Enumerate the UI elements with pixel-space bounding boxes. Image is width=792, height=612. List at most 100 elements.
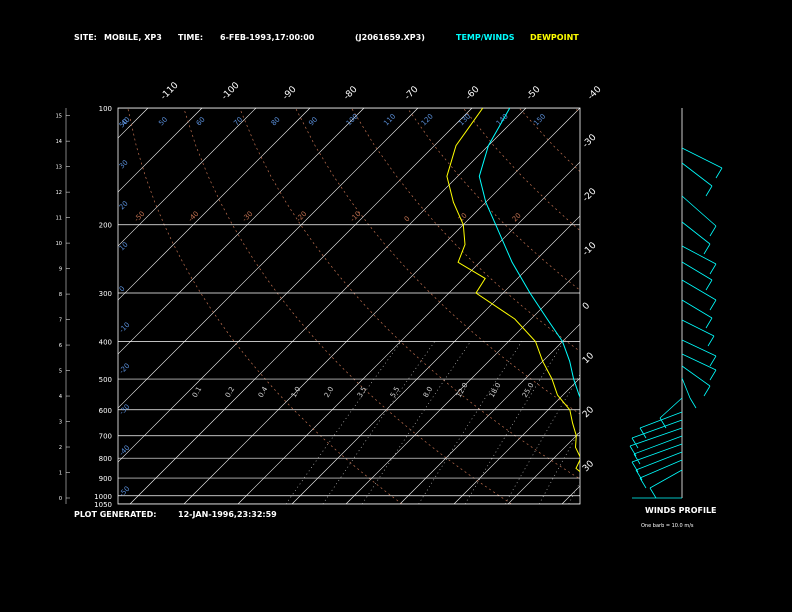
sounding-profiles — [446, 108, 580, 473]
plot-generated-value: 12-JAN-1996,23:32:59 — [178, 510, 277, 519]
isotherm-line — [507, 431, 580, 504]
isotherm-line — [129, 108, 527, 504]
isotherm-line — [237, 161, 580, 504]
temperature-profile-line — [478, 108, 580, 399]
potential-temp-label: 70 — [232, 115, 244, 127]
isotherm-label: -100 — [220, 80, 242, 102]
isotherm-label: 20 — [581, 405, 596, 420]
wind-barb — [631, 443, 683, 463]
potential-temp-label: 40 — [120, 115, 132, 127]
dry-adiabat-line — [351, 108, 580, 352]
isotherm-label: -110 — [159, 80, 181, 102]
mixing-ratio-label: 18.0 — [488, 381, 503, 399]
dry-adiabat-line — [631, 108, 792, 504]
wind-barb-flag — [635, 469, 643, 481]
wind-barb-flag — [709, 225, 717, 237]
site-value: MOBILE, XP3 — [104, 33, 162, 42]
mixing-ratio-label: 0.2 — [224, 385, 236, 399]
potential-temp-label: 50 — [157, 115, 169, 127]
wind-barb — [681, 162, 713, 187]
wind-barb — [681, 279, 717, 301]
height-tick-label: 5 — [59, 369, 62, 375]
mixing-ratio-label: 2.0 — [323, 385, 335, 399]
mixing-ratio-line — [464, 341, 564, 504]
wind-barb — [681, 147, 723, 169]
chart-grid — [118, 108, 792, 504]
mixing-ratio-label: 3.5 — [356, 385, 368, 399]
isotherm-line — [118, 108, 419, 409]
left-column-label: -10 — [118, 321, 132, 335]
wind-barb-flag — [689, 397, 697, 409]
height-tick-label: 13 — [56, 165, 62, 171]
isotherm-line — [778, 108, 792, 504]
barb-note: One barb = 10.0 m/s — [641, 523, 694, 529]
time-value: 6-FEB-1993,17:00:00 — [220, 33, 315, 42]
height-tick-label: 6 — [59, 343, 62, 349]
dry-adiabat-line — [574, 108, 580, 114]
isotherm-line — [118, 108, 257, 247]
height-tick-label: 0 — [59, 496, 62, 502]
wind-barb-flag — [715, 167, 723, 179]
wind-barb-flag — [633, 453, 641, 465]
wind-barb — [681, 377, 691, 399]
isotherm-label: -30 — [581, 132, 599, 150]
wind-barb-flag — [629, 445, 637, 457]
potential-temp-label: 110 — [382, 112, 397, 127]
dry-adiabat-line — [462, 108, 580, 231]
dry-adiabat-label: 10 — [457, 211, 469, 223]
height-tick-label: 11 — [56, 216, 62, 222]
file-value: (J2061659.XP3) — [355, 33, 425, 42]
wind-barb — [681, 319, 715, 337]
wind-barb-flag — [703, 385, 711, 397]
legend-dewpoint: DEWPOINT — [530, 33, 579, 42]
isotherm-label: -80 — [342, 84, 360, 102]
isotherm-line — [118, 108, 311, 301]
wind-barb-flag — [705, 279, 713, 291]
left-column-label: -40 — [118, 444, 132, 458]
left-column-label: 20 — [118, 199, 130, 211]
wind-barb — [649, 469, 683, 489]
mixing-ratio-line — [538, 428, 580, 504]
isotherm-label: -90 — [281, 84, 299, 102]
isotherm-label: -50 — [525, 84, 543, 102]
wind-barb-flag — [639, 427, 647, 439]
height-tick-label: 7 — [59, 318, 62, 324]
left-column-label: 30 — [118, 158, 130, 170]
wind-barb — [659, 397, 683, 419]
isotherm-line — [118, 108, 473, 463]
pressure-tick-label: 600 — [99, 407, 112, 415]
dry-adiabat-line — [687, 108, 792, 504]
isotherm-line — [724, 108, 792, 504]
plot-generated-label: PLOT GENERATED: — [74, 510, 157, 519]
height-tick-label: 12 — [56, 190, 62, 196]
left-column-label: 0 — [118, 285, 127, 294]
wind-barb — [631, 419, 683, 439]
mixing-ratio-line — [322, 341, 435, 504]
chart-labels: 1002003004005006007008009001000105001234… — [56, 80, 604, 509]
height-tick-label: 15 — [56, 114, 62, 120]
dry-adiabat-label: -20 — [295, 210, 309, 224]
wind-barb-flag — [705, 185, 713, 197]
isotherm-label: -10 — [581, 240, 599, 258]
pressure-tick-label: 1000 — [94, 493, 112, 501]
wind-barb — [681, 245, 717, 265]
isotherm-label: 0 — [581, 301, 592, 312]
isotherm-line — [291, 215, 580, 504]
isotherm-label: -40 — [586, 84, 604, 102]
wind-barb-flag — [705, 317, 713, 329]
dry-adiabat-label: -10 — [349, 210, 363, 224]
pressure-tick-label: 400 — [99, 338, 112, 346]
isotherm-line — [453, 377, 580, 504]
dry-adiabat-label: 20 — [511, 211, 523, 223]
pressure-tick-label: 700 — [99, 433, 112, 441]
dry-adiabat-line — [407, 108, 580, 291]
wind-barb — [681, 339, 717, 357]
isotherm-line — [118, 108, 365, 355]
potential-temp-label: 90 — [307, 115, 319, 127]
potential-temp-label: 150 — [532, 112, 547, 127]
wind-barb-flag — [631, 461, 639, 473]
wind-barb-flag — [639, 477, 647, 489]
height-tick-label: 3 — [59, 420, 62, 426]
wind-barb-flag — [709, 299, 717, 311]
wind-barb — [639, 459, 683, 479]
